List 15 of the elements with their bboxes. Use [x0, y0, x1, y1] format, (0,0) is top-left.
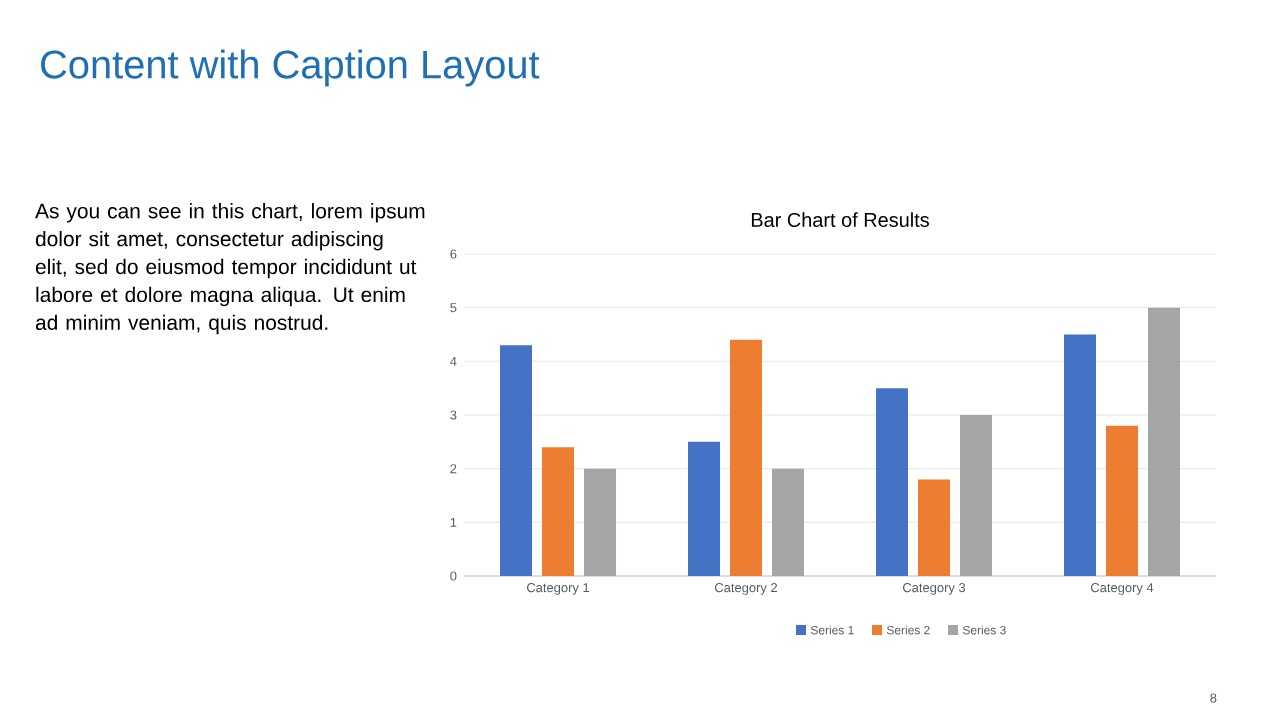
chart-title: Content with Caption Layout: [41, 49, 540, 87]
bar: [960, 415, 993, 576]
bar: [918, 479, 951, 576]
bar: [584, 468, 617, 576]
bar: [876, 388, 909, 576]
bar: [730, 339, 763, 576]
bar: [1106, 425, 1139, 576]
text: As you can see in this chart, lorem ipsum dolor sit amet, consectetur adipiscing elit, sed do eiusmod tempor incididunt ut labore et dolore magna aliqua. Ut enim ad minim veniam, quis nostrud.: [35, 203, 425, 335]
bar: [772, 468, 805, 576]
bar: [1064, 334, 1097, 576]
chart-subtitle: Bar Chart of Results: [751, 212, 929, 227]
bar: [500, 345, 533, 576]
bar: [542, 447, 575, 576]
bar: [1148, 307, 1181, 576]
bar: [688, 441, 721, 576]
